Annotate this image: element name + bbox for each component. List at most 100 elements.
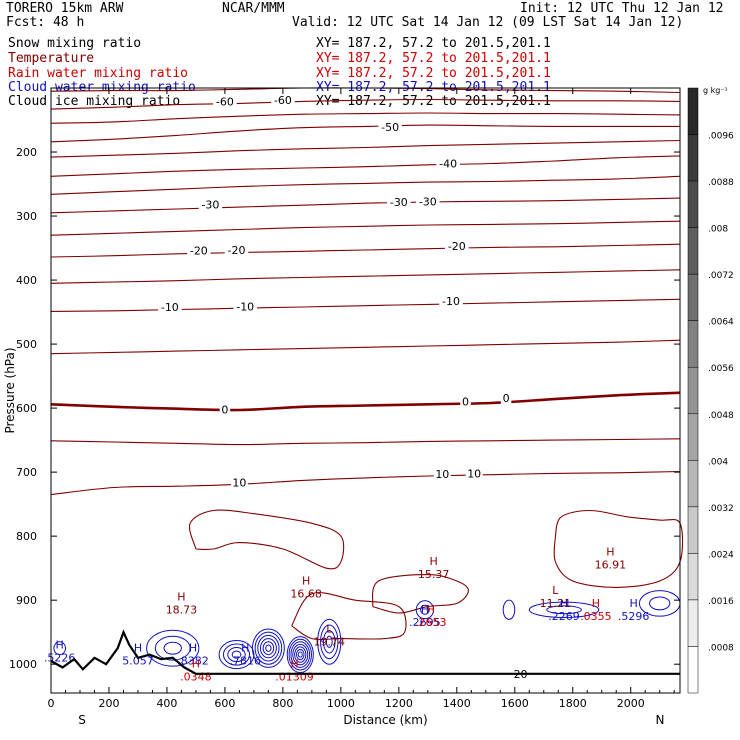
- cloud-water-contour: [218, 640, 255, 670]
- cloud-water-contours: [53, 590, 681, 674]
- colorbar-segment: [687, 227, 699, 275]
- extremum-value: .2695: [409, 616, 441, 629]
- isotherm-label-bg: [500, 391, 512, 404]
- extremum-L: L: [552, 584, 559, 597]
- cloud-water-contour: [292, 643, 309, 666]
- isotherm-label-bg: [233, 300, 257, 313]
- cloud-water-contour: [227, 647, 246, 663]
- isotherm--10: [50, 298, 681, 312]
- cloud-water-contour: [262, 641, 275, 656]
- isotherm--5: [50, 339, 681, 355]
- isotherm-10: [50, 470, 681, 496]
- extremum-H: H: [177, 590, 185, 603]
- x-tick-label: 1200: [385, 697, 413, 710]
- colorbar-label: .0056: [708, 364, 734, 374]
- legend-snow: Snow mixing ratio: [8, 36, 142, 51]
- isotherm-label: 0: [503, 392, 510, 405]
- isotherm--60: [50, 98, 681, 110]
- isotherm-label: -50: [381, 121, 399, 134]
- isotherm--20: [50, 243, 681, 258]
- colorbar-label: .0088: [708, 178, 734, 188]
- extremum-value: 18.73: [166, 603, 198, 616]
- x-tick-label: 1000: [327, 697, 355, 710]
- colorbar-segment: [687, 366, 699, 415]
- isotherm-label: 10: [467, 467, 481, 480]
- isotherm-label: -60: [274, 94, 292, 107]
- extremum-H: H: [629, 597, 637, 610]
- isotherm-label-bg: [224, 243, 249, 256]
- cloud-water-contour: [290, 641, 311, 668]
- colorbar-unit: g kg⁻¹: [703, 86, 728, 95]
- x-tick-label: 2000: [617, 697, 645, 710]
- isotherm--40: [50, 155, 681, 177]
- colorbar-segment: [687, 646, 699, 694]
- terrain-line: [50, 629, 680, 675]
- extremum-value: 16.68: [290, 587, 322, 600]
- legend-temperature: Temperature: [8, 51, 95, 66]
- extremum-H: H: [560, 597, 568, 610]
- extremum-value: .5296: [618, 610, 650, 623]
- extremum-H: H: [606, 546, 614, 559]
- cloud-water-contour: [420, 604, 430, 615]
- extremum-H: H: [192, 658, 200, 671]
- extremum-H: H: [421, 603, 429, 616]
- isotherm-label: -60: [216, 95, 234, 108]
- x-tick-label: 400: [156, 697, 177, 710]
- cloud-water-contour: [254, 631, 283, 665]
- extremum-value: .2653: [415, 616, 447, 629]
- isotherm--15: [50, 269, 681, 284]
- isotherm--55: [50, 112, 681, 124]
- isotherm-label: -30: [201, 199, 219, 212]
- extremum-value: .01309: [275, 671, 314, 684]
- colorbar-label: .0096: [708, 132, 734, 142]
- x-tick-label: 0: [48, 697, 55, 710]
- colorbar-label: .0024: [708, 550, 734, 560]
- y-tick-label: 700: [16, 466, 37, 479]
- x-axis-label: Distance (km): [343, 713, 427, 727]
- isotherm-label: 10: [232, 476, 246, 489]
- isotherm-label-bg: [416, 195, 440, 208]
- isotherm-label-bg: [378, 121, 402, 134]
- isotherm--50: [50, 124, 680, 143]
- cloud-water-contour: [286, 636, 314, 674]
- isotherm-label: -20: [448, 240, 466, 253]
- isotherm-label: -10: [236, 300, 254, 313]
- isotherm-label: 0: [221, 403, 228, 416]
- cloud-water-contour: [415, 600, 435, 620]
- warm-bubble-contour-1: [553, 509, 684, 588]
- colorbar-segment: [687, 599, 699, 647]
- extremum-value: .0348: [180, 671, 212, 684]
- y-tick-label: 400: [16, 274, 37, 287]
- extremum-H: H: [241, 642, 249, 655]
- x-tick-label: 1600: [501, 697, 529, 710]
- colorbar-segment: [687, 506, 699, 554]
- x-axis-right-end: N: [656, 713, 665, 727]
- cloud-water-contour: [317, 618, 342, 665]
- extremum-H: H: [134, 642, 142, 655]
- cloud-water-contour: [265, 644, 272, 652]
- cloud-water-contour: [322, 630, 336, 654]
- y-tick-label: 800: [16, 530, 37, 543]
- isotherm--45: [50, 139, 681, 158]
- colorbar-label: .0016: [708, 597, 734, 607]
- legend-temperature-xy: XY= 187.2, 57.2 to 201.5,201.1: [316, 51, 551, 66]
- colorbar-label: .0032: [708, 504, 734, 514]
- isotherm-label: -30: [390, 196, 408, 209]
- isotherm-label-bg: [271, 94, 295, 107]
- y-tick-label: 200: [16, 146, 37, 159]
- extremum-value: 19.74: [314, 635, 346, 648]
- colorbar-segment: [687, 134, 699, 182]
- cloud-water-contour: [154, 635, 191, 661]
- cloud-water-contour: [528, 601, 600, 618]
- colorbar-segment: [687, 413, 699, 461]
- extremum-value: 15.37: [418, 568, 450, 581]
- isotherm-label-bg: [387, 195, 411, 208]
- extremum-value: .2269: [548, 610, 580, 623]
- extremum-value: 5.057: [122, 655, 154, 668]
- extremum-value: .0355: [580, 610, 612, 623]
- colorbar-segment: [687, 553, 699, 601]
- axes: 0 200 400 600 800 1000 1200 1400 1600 1800 2000200…: [3, 88, 680, 727]
- cloud-water-contour: [146, 629, 200, 667]
- colorbar: .0096 .0088 .008 .0072 .0064 .0056 .0048 .004 .0…: [687, 86, 734, 694]
